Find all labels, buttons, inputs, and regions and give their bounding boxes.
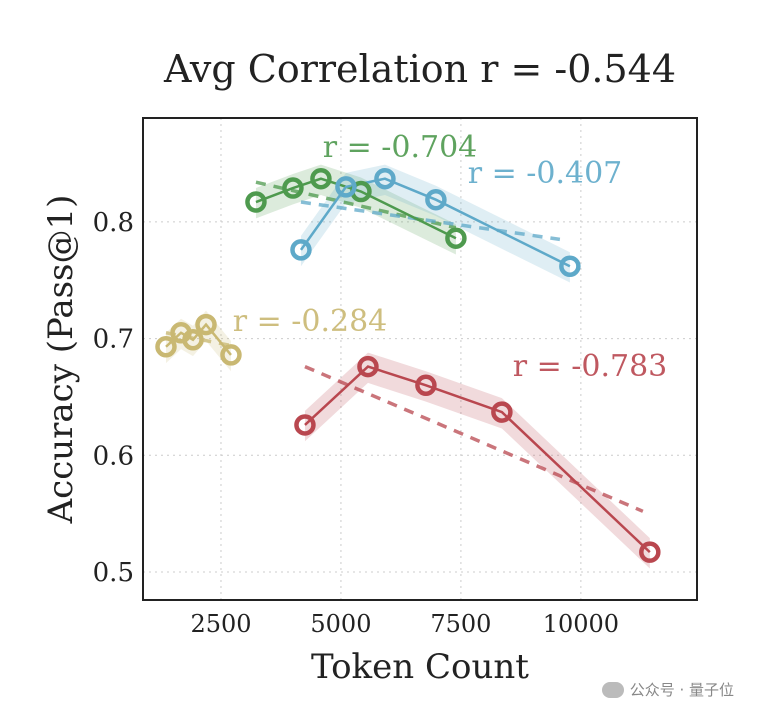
trend-line (304, 364, 644, 513)
x-tick-label: 10000 (543, 610, 619, 638)
y-tick-label: 0.5 (93, 558, 134, 588)
data-point (155, 335, 177, 358)
x-tick-label: 2500 (190, 610, 251, 638)
data-point (195, 313, 217, 336)
series-points (155, 167, 661, 563)
data-point (445, 227, 467, 249)
data-point (290, 239, 312, 261)
x-axis-label: Token Count (311, 647, 529, 687)
confidence-band (255, 164, 456, 255)
chart-title: Avg Correlation r = -0.544 (163, 47, 676, 91)
data-point (335, 176, 357, 198)
data-point (639, 541, 661, 563)
y-tick-label: 0.6 (93, 441, 134, 471)
watermark: 公众号 · 量子位 (601, 679, 734, 700)
confidence-band (304, 352, 650, 569)
trend-line (255, 180, 457, 230)
data-point (310, 167, 332, 190)
data-point (357, 355, 379, 378)
y-tick-label: 0.8 (93, 208, 134, 238)
correlation-annotation: r = -0.284 (233, 304, 388, 339)
correlation-annotation: r = -0.407 (468, 156, 623, 191)
series-line (304, 365, 651, 554)
data-point (374, 167, 396, 190)
y-tick-label: 0.7 (93, 325, 134, 355)
data-point (245, 191, 267, 213)
series-lines (165, 177, 651, 554)
data-point (415, 374, 437, 397)
series-line (299, 177, 571, 268)
plot-frame (142, 117, 698, 601)
correlation-annotation: r = -0.783 (513, 349, 668, 384)
series-line (255, 177, 457, 240)
correlation-annotation: r = -0.704 (323, 130, 478, 165)
data-point (425, 188, 447, 211)
data-point (294, 414, 316, 436)
x-tick-label: 5000 (310, 610, 371, 638)
data-point (182, 328, 204, 351)
watermark-text: 公众号 · 量子位 (629, 681, 734, 699)
wechat-icon (601, 681, 624, 698)
x-tick-label: 7500 (430, 610, 491, 638)
data-point (491, 401, 513, 423)
data-point (559, 255, 581, 277)
data-point (220, 344, 242, 366)
trend-line (300, 200, 561, 242)
tick-labels: 2500 5000 7500 10000 0.5 0.6 0.7 0.8 (93, 208, 619, 638)
y-axis-label: Accuracy (Pass@1) (41, 195, 81, 525)
data-point (282, 177, 304, 199)
